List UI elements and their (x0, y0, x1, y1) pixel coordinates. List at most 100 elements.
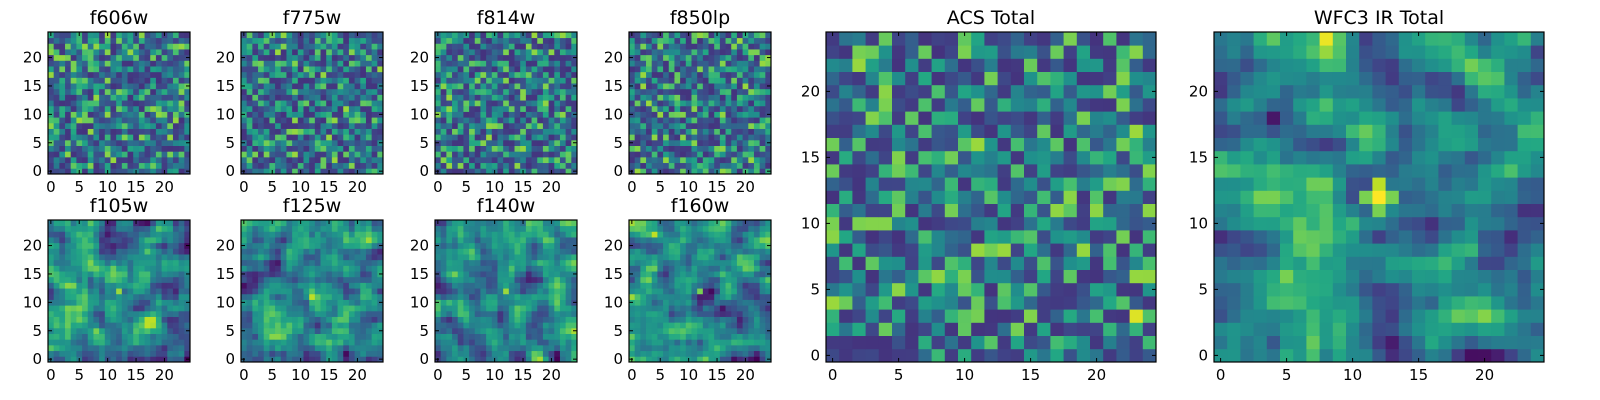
heatmap-cell (480, 66, 487, 73)
heatmap-cell (184, 225, 191, 232)
heatmap-cell (503, 54, 510, 61)
heatmap-cell (70, 122, 77, 129)
heatmap-cell (309, 134, 316, 141)
heatmap-cell (76, 66, 83, 73)
heatmap-cell (525, 83, 532, 90)
heatmap-cell (59, 350, 66, 357)
heatmap-cell (70, 71, 77, 78)
heatmap-cell (525, 305, 532, 312)
heatmap-cell (167, 322, 174, 329)
heatmap-cell (258, 322, 265, 329)
heatmap-cell (554, 162, 561, 169)
heatmap-cell (269, 43, 276, 50)
heatmap-cell (184, 49, 191, 56)
heatmap-cell (765, 88, 772, 95)
heatmap-cell (133, 282, 140, 289)
heatmap-cell (161, 225, 168, 232)
heatmap-cell (348, 128, 355, 135)
heatmap-cell (629, 134, 636, 141)
heatmap-cell (531, 88, 538, 95)
heatmap-cell (110, 310, 117, 317)
heatmap-cell (371, 299, 378, 306)
heatmap-cell (736, 37, 743, 44)
heatmap-cell (258, 242, 265, 249)
heatmap-cell (337, 231, 344, 238)
heatmap-cell (76, 122, 83, 129)
heatmap-cell (144, 122, 151, 129)
heatmap-cell (508, 100, 515, 107)
heatmap-cell (275, 122, 282, 129)
heatmap-cell (548, 288, 555, 295)
panel-title: f814w (477, 7, 536, 29)
heatmap-cell (127, 288, 134, 295)
heatmap-cell (469, 134, 476, 141)
heatmap-cell (343, 77, 350, 84)
heatmap-cell (286, 145, 293, 152)
heatmap-cell (497, 60, 504, 67)
heatmap-cell (691, 271, 698, 278)
heatmap-cell (685, 139, 692, 146)
heatmap-cell (663, 32, 670, 39)
heatmap-cell (765, 339, 772, 346)
heatmap-cell (663, 156, 670, 164)
heatmap-cell (70, 100, 77, 107)
heatmap-cell (93, 271, 100, 278)
heatmap-cell (161, 259, 168, 266)
heatmap-cell (263, 248, 270, 255)
heatmap-cell (680, 276, 687, 283)
heatmap-cell (446, 339, 453, 346)
heatmap-cell (685, 134, 692, 141)
heatmap-cell (70, 151, 77, 158)
heatmap-cell (514, 32, 521, 39)
heatmap-cell (76, 259, 83, 266)
heatmap-cell (753, 71, 761, 78)
heatmap-cell (138, 237, 145, 244)
heatmap-cell (554, 350, 561, 357)
heatmap-cell (554, 356, 561, 363)
heatmap-cell (76, 322, 83, 329)
heatmap-cell (93, 276, 100, 283)
heatmap-cell (503, 134, 510, 141)
heatmap-cell (725, 94, 732, 101)
heatmap-cell (634, 128, 641, 135)
heatmap-cell (93, 105, 100, 112)
heatmap-cell (731, 66, 738, 73)
heatmap-cell (514, 122, 521, 129)
heatmap-cell (144, 288, 151, 295)
heatmap-cell (497, 168, 504, 175)
heatmap-cell (680, 293, 687, 300)
heatmap-cell (110, 37, 117, 44)
heatmap-cell (87, 168, 94, 175)
heatmap-cell (753, 117, 761, 124)
heatmap-cell (634, 105, 641, 112)
heatmap-cell (457, 117, 464, 124)
heatmap-cell (331, 111, 338, 118)
heatmap-cell (503, 151, 510, 158)
heatmap-cell (133, 327, 140, 334)
heatmap-cell (520, 242, 527, 249)
heatmap-cell (286, 60, 293, 67)
heatmap-cell (554, 299, 561, 306)
heatmap-cell (663, 356, 670, 363)
heatmap-cell (748, 71, 755, 78)
heatmap-cell (457, 37, 464, 44)
heatmap-cell (736, 327, 743, 334)
heatmap-cell (685, 122, 692, 129)
heatmap-cell (121, 83, 128, 90)
heatmap-cell (640, 117, 647, 124)
heatmap-cell (548, 276, 555, 283)
heatmap-cell (337, 310, 344, 317)
heatmap-cell (657, 271, 664, 278)
heatmap-cell (497, 299, 504, 306)
heatmap-cell (309, 66, 316, 73)
heatmap-cell (314, 293, 321, 300)
heatmap-cell (53, 276, 60, 283)
heatmap-cell (463, 237, 470, 244)
heatmap-cell (70, 128, 77, 135)
heatmap-cell (144, 168, 151, 175)
heatmap-cell (320, 94, 327, 101)
heatmap-cell (138, 271, 145, 278)
heatmap-cell (486, 54, 493, 61)
heatmap-cell (76, 254, 83, 261)
